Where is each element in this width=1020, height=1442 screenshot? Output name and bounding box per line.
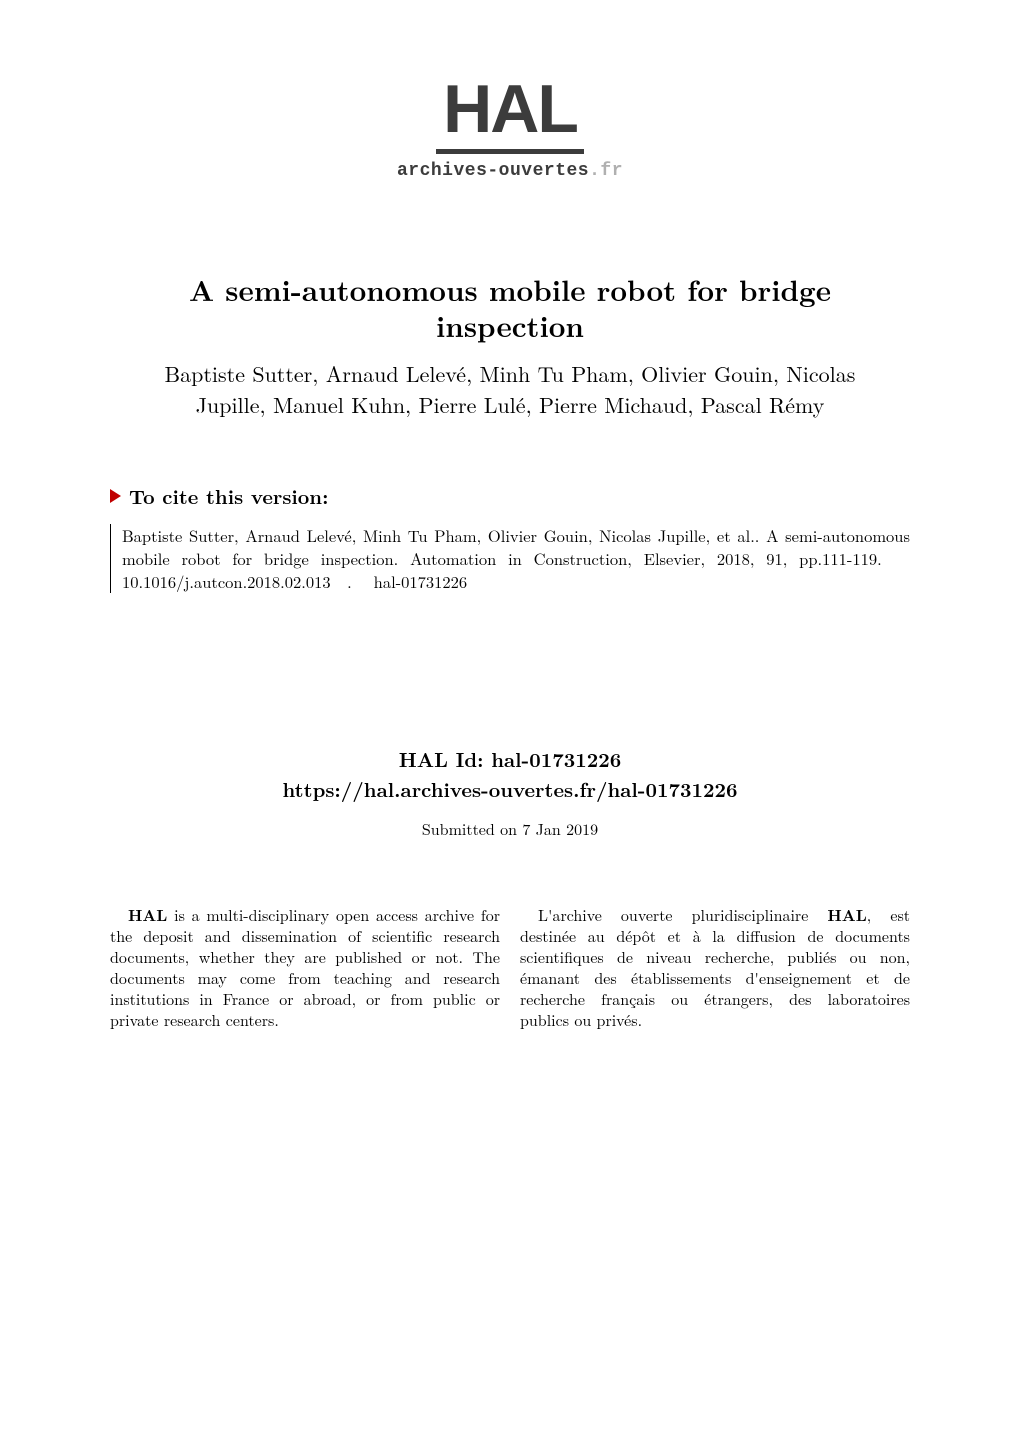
hal-bold-left: HAL	[128, 903, 167, 926]
left-column-text: HAL is a multi-disciplinary open access …	[110, 904, 500, 1031]
hal-logo-text: HAL	[397, 70, 623, 148]
hal-bold-right: HAL	[827, 903, 866, 926]
right-column-text: L'archive ouverte pluridisciplinaire HAL…	[520, 904, 910, 1031]
hal-url: https://hal.archives-ouvertes.fr/hal-017…	[110, 774, 910, 803]
left-column: HAL is a multi-disciplinary open access …	[110, 904, 500, 1031]
triangle-icon	[110, 489, 121, 503]
hal-logo-subtext: archives-ouvertes.fr	[397, 157, 623, 181]
cite-heading-row: To cite this version:	[110, 481, 910, 510]
citation-text: Baptiste Sutter, Arnaud Lelevé, Minh Tu …	[110, 524, 910, 592]
right-pre: L'archive ouverte pluridisciplinaire	[538, 903, 827, 926]
submitted-date: Submitted on 7 Jan 2019	[110, 817, 910, 840]
paper-title: A semi-autonomous mobile robot for bridg…	[110, 271, 910, 344]
authors-list: Baptiste Sutter, Arnaud Lelevé, Minh Tu …	[110, 358, 910, 422]
archives-text: archives-ouvertes	[397, 161, 589, 181]
right-column: L'archive ouverte pluridisciplinaire HAL…	[520, 904, 910, 1031]
description-columns: HAL is a multi-disciplinary open access …	[110, 904, 910, 1031]
hal-id-block: HAL Id: hal-01731226 https://hal.archive…	[110, 743, 910, 803]
left-rest: is a multi-disciplinary open access arch…	[110, 903, 500, 1032]
archives-suffix: .fr	[589, 161, 623, 181]
hal-logo: HAL archives-ouvertes.fr	[397, 70, 623, 181]
cite-heading: To cite this version:	[129, 481, 328, 510]
hal-logo-bar	[436, 149, 584, 154]
hal-id-label: HAL Id: hal-01731226	[110, 743, 910, 774]
hal-logo-block: HAL archives-ouvertes.fr	[110, 70, 910, 181]
